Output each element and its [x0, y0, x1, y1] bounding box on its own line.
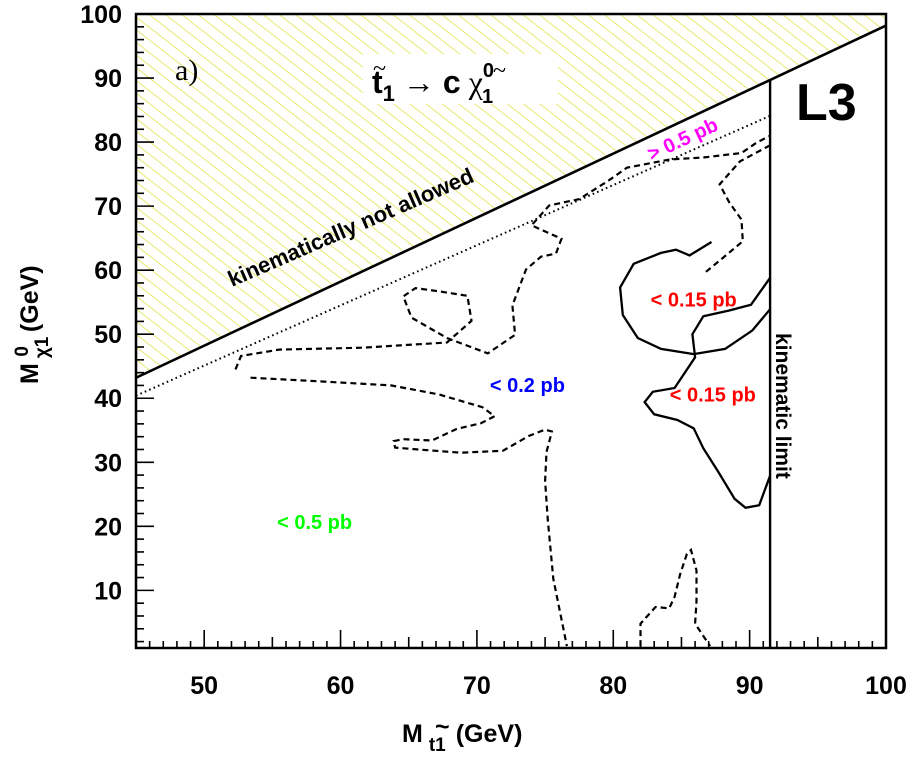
y-tick-label: 100: [80, 1, 122, 29]
plot-frame: [134, 12, 888, 650]
svg-text:Mt1(GeV): Mt1 (GeV): [402, 720, 522, 756]
y-axis-title: Mχ10(GeV): [12, 265, 53, 384]
y-tick-label: 20: [94, 513, 122, 541]
dotted-boundary-line: [135, 114, 771, 397]
process-lhs-tilde: ~: [373, 56, 386, 82]
y-axis-ticks: 10 20 30 40 50 60 70 80 90 100: [80, 1, 154, 643]
contour-dashed-2: [250, 376, 568, 647]
contour-dashed-3: [639, 547, 712, 647]
process-lhs-sub: 1: [383, 81, 395, 106]
contour-dashed-0: [234, 134, 771, 370]
y-tick-label: 50: [94, 321, 122, 349]
region-label-1: < 0.2 pb: [490, 375, 565, 397]
contours: [234, 134, 772, 647]
process-chi: χ: [468, 64, 484, 100]
y-tick-label: 60: [94, 257, 122, 285]
region-label-2: < 0.15 pb: [651, 290, 737, 312]
region-labels: > 0.5 pb< 0.2 pb< 0.15 pb< 0.15 pb< 0.5 …: [277, 114, 756, 534]
region-label-3: < 0.15 pb: [670, 384, 756, 406]
svg-text:Mχ10(GeV): Mχ10(GeV): [12, 265, 53, 384]
plot-area: > 0.5 pb< 0.2 pb< 0.15 pb< 0.15 pb< 0.5 …: [135, 14, 887, 648]
kinematic-boundary-line: [135, 24, 887, 379]
x-tick-label: 50: [190, 672, 218, 700]
contour-solid-5: [643, 277, 772, 510]
panel-label: a): [175, 54, 198, 87]
x-tick-label: 90: [736, 672, 764, 700]
contour-dashed-1: [702, 144, 771, 275]
contour-solid-4: [618, 241, 771, 356]
x-tick-label: 80: [599, 672, 627, 700]
x-tick-label: 100: [865, 672, 907, 700]
y-tick-label: 40: [94, 385, 122, 413]
svg-text:~: ~: [435, 713, 450, 741]
x-tick-label: 70: [463, 672, 491, 700]
y-tick-label: 90: [94, 65, 122, 93]
y-tick-label: 70: [94, 193, 122, 221]
process-c: c: [443, 64, 461, 100]
x-tick-label: 60: [327, 672, 355, 700]
x-axis-ticks: 50 60 70 80 90 100: [135, 630, 907, 700]
process-lhs: t: [372, 64, 383, 100]
process-label: t1 → c χ0 1 ~ ~: [363, 54, 558, 108]
kinematic-limit-label: kinematic limit: [771, 333, 794, 479]
process-arrow: →: [403, 64, 435, 100]
y-tick-label: 10: [94, 577, 122, 605]
y-tick-label: 80: [94, 129, 122, 157]
y-tick-label: 30: [94, 449, 122, 477]
region-label-4: < 0.5 pb: [277, 512, 352, 534]
process-chi-tilde: ~: [493, 58, 506, 84]
experiment-label: L3: [796, 74, 857, 132]
process-chi-sub: 1: [482, 86, 493, 108]
excluded-region-hatch: [136, 14, 886, 378]
process-chi-sup: 0: [483, 60, 494, 82]
